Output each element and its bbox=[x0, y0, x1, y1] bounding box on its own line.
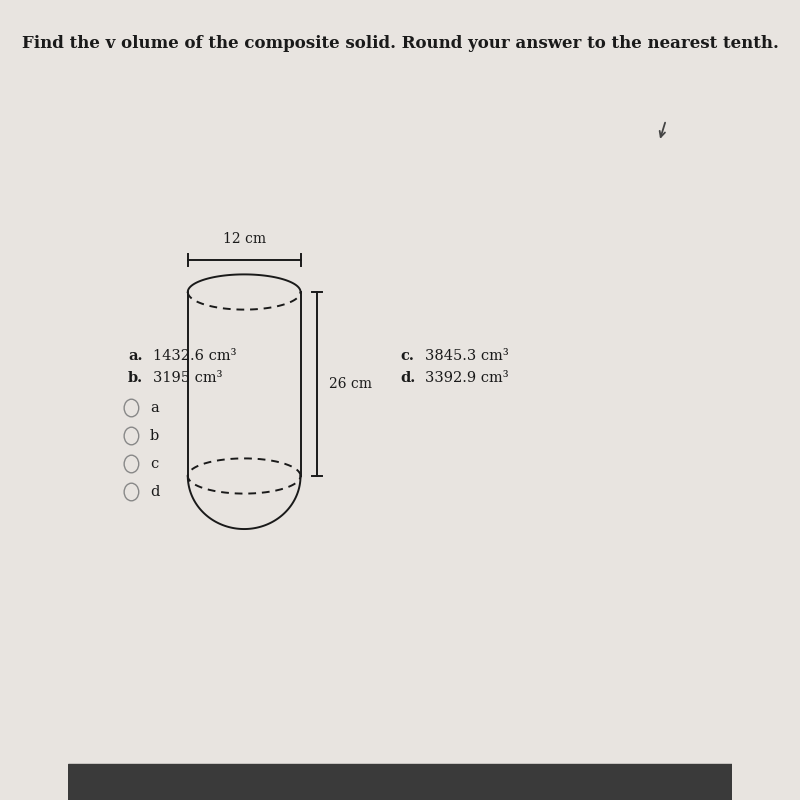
Bar bbox=[69, 764, 731, 800]
Text: d: d bbox=[150, 485, 159, 499]
Text: 3845.3 cm³: 3845.3 cm³ bbox=[425, 349, 509, 363]
Text: a: a bbox=[150, 401, 158, 415]
Text: c.: c. bbox=[400, 349, 414, 363]
Text: Find the v olume of the composite solid. Round your answer to the nearest tenth.: Find the v olume of the composite solid.… bbox=[22, 35, 778, 53]
Text: b: b bbox=[150, 429, 159, 443]
Text: 1432.6 cm³: 1432.6 cm³ bbox=[154, 349, 237, 363]
Text: c: c bbox=[150, 457, 158, 471]
Text: 3392.9 cm³: 3392.9 cm³ bbox=[425, 370, 509, 385]
Text: a.: a. bbox=[128, 349, 142, 363]
Text: d.: d. bbox=[400, 370, 415, 385]
Text: b.: b. bbox=[128, 370, 143, 385]
Text: 12 cm: 12 cm bbox=[222, 231, 266, 246]
Text: 26 cm: 26 cm bbox=[329, 377, 372, 391]
Text: 3195 cm³: 3195 cm³ bbox=[154, 370, 223, 385]
